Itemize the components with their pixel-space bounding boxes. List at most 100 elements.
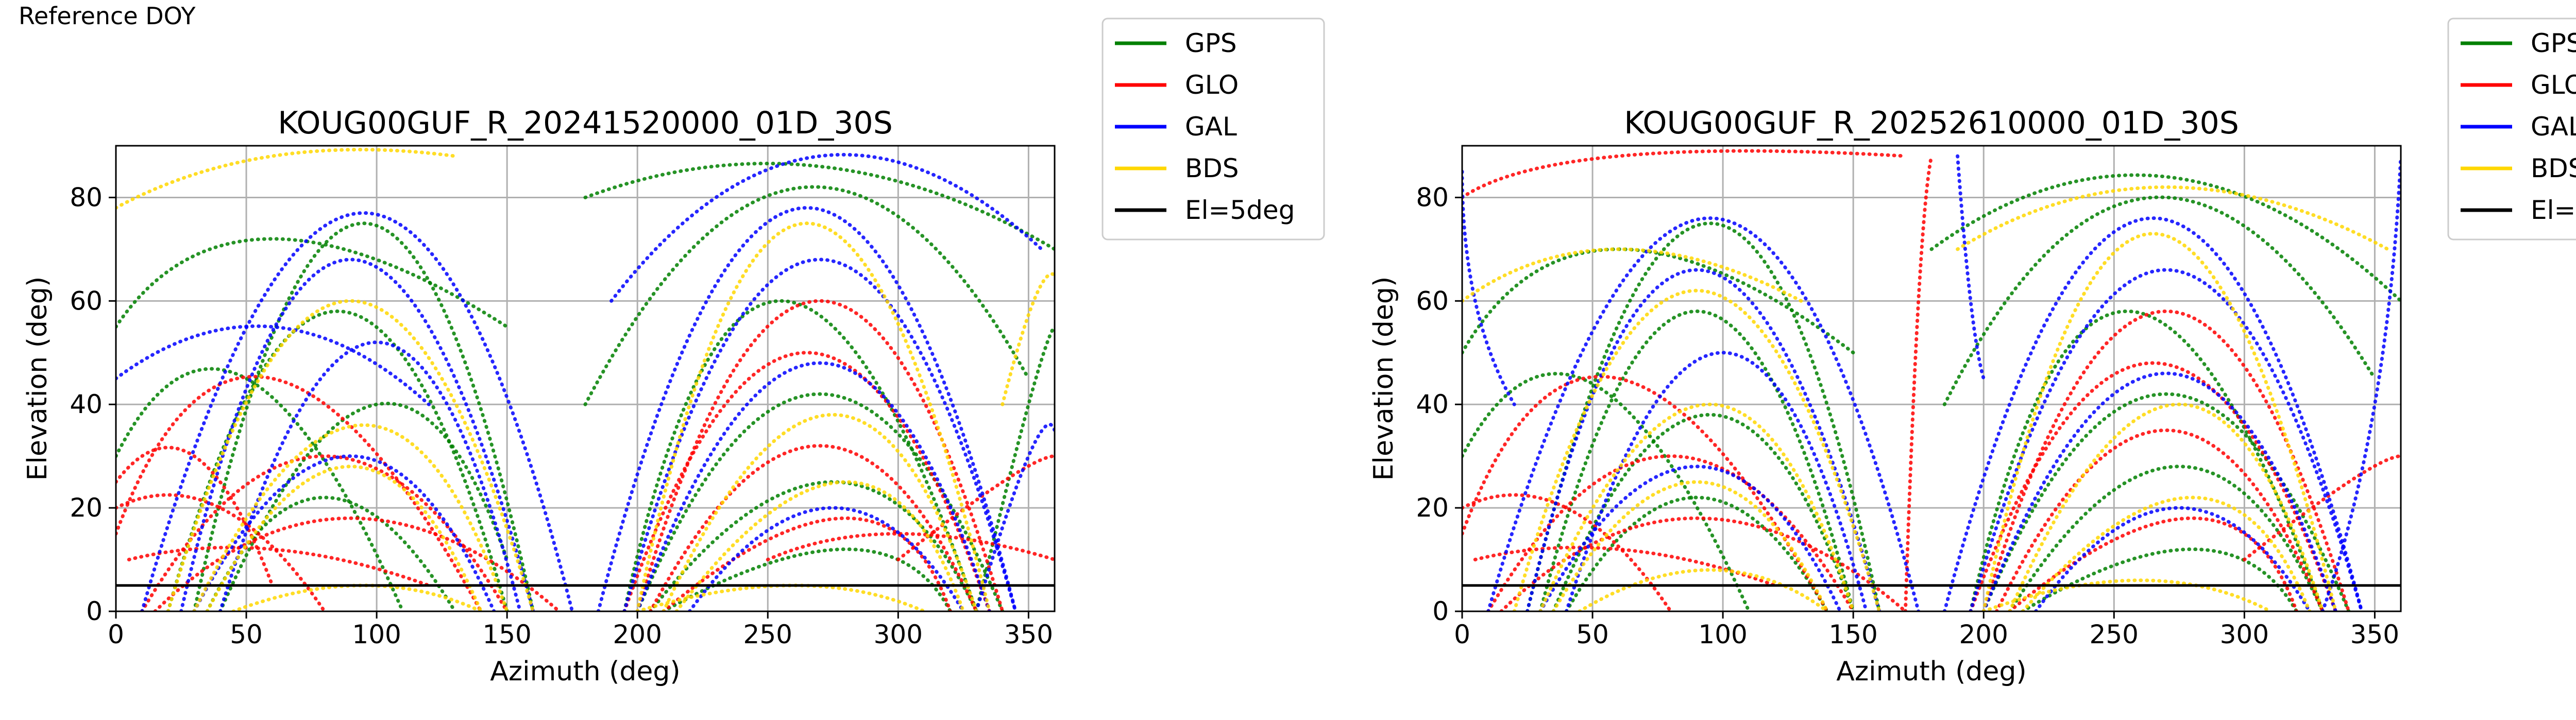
track-bds bbox=[674, 480, 965, 611]
x-tick-label: 150 bbox=[1828, 620, 1877, 649]
x-tick-label: 350 bbox=[1004, 620, 1053, 649]
legend-label: BDS bbox=[1185, 153, 1239, 183]
axes-frame bbox=[1461, 145, 2402, 612]
track-gps bbox=[1969, 309, 2325, 611]
x-tick-label: 300 bbox=[2220, 620, 2269, 649]
track-bds bbox=[662, 413, 978, 611]
y-axis-label: Elevation (deg) bbox=[22, 277, 53, 481]
track-gal bbox=[1462, 169, 1516, 406]
legend-label: GAL bbox=[1185, 112, 1237, 142]
track-gps bbox=[1462, 372, 1751, 611]
track-gal bbox=[218, 340, 522, 611]
track-gps bbox=[1929, 173, 2401, 303]
legend-box bbox=[2447, 18, 2576, 241]
track-gps bbox=[218, 402, 509, 611]
track-gps bbox=[974, 325, 1055, 611]
track-gal bbox=[635, 361, 991, 611]
y-axis-label: Elevation (deg) bbox=[1368, 277, 1399, 481]
x-tick-label: 200 bbox=[613, 620, 662, 649]
y-tick-label: 60 bbox=[70, 286, 103, 316]
x-tick-label: 250 bbox=[743, 620, 792, 649]
legend-label: El=5deg bbox=[1185, 195, 1295, 225]
track-gal bbox=[1981, 371, 2337, 611]
track-gps bbox=[205, 495, 457, 611]
track-glo bbox=[649, 444, 978, 611]
track-glo bbox=[1473, 545, 1777, 588]
track-glo bbox=[2008, 516, 2299, 611]
track-gal bbox=[687, 506, 965, 611]
track-glo bbox=[153, 516, 561, 611]
y-tick-label: 80 bbox=[1416, 182, 1449, 212]
track-glo bbox=[1462, 493, 1673, 611]
legend-box bbox=[1101, 18, 1325, 241]
track-gal bbox=[1538, 465, 1842, 611]
track-bds bbox=[231, 584, 483, 611]
track-glo bbox=[116, 493, 327, 611]
track-gps bbox=[116, 237, 509, 329]
x-tick-label: 250 bbox=[2090, 620, 2139, 649]
track-bds bbox=[1462, 247, 1803, 303]
track-gps bbox=[649, 480, 978, 611]
legend-label: El=5deg bbox=[2531, 195, 2576, 225]
track-bds bbox=[1981, 578, 2273, 611]
x-tick-label: 300 bbox=[874, 620, 923, 649]
x-tick-label: 0 bbox=[1454, 620, 1470, 649]
track-gal bbox=[1942, 216, 2364, 611]
track-gps bbox=[662, 547, 953, 611]
x-tick-label: 50 bbox=[1576, 620, 1609, 649]
track-glo bbox=[1499, 516, 1907, 611]
y-tick-label: 80 bbox=[70, 182, 103, 212]
track-gps bbox=[2008, 465, 2325, 611]
legend-label: GPS bbox=[2531, 28, 2576, 58]
track-bds bbox=[1551, 480, 1829, 611]
track-bds bbox=[192, 423, 509, 611]
chart-title: KOUG00GUF_R_20252610000_01D_30S bbox=[1624, 105, 2239, 141]
x-tick-label: 0 bbox=[108, 620, 124, 649]
track-glo bbox=[662, 516, 953, 611]
track-glo bbox=[1995, 428, 2325, 611]
chart-panel-left: 0 50 100 150 200 250 300 350 0 20 40 60 80 KOUG00GUF_… bbox=[22, 18, 1325, 687]
track-bds bbox=[205, 465, 483, 611]
legend-label: GAL bbox=[2531, 112, 2576, 142]
track-gps bbox=[192, 221, 535, 611]
y-tick-label: 0 bbox=[86, 596, 103, 626]
track-bds bbox=[2021, 495, 2312, 611]
track-gal bbox=[609, 152, 1044, 303]
track-gps bbox=[1981, 392, 2351, 611]
track-glo bbox=[1462, 149, 1907, 199]
track-gal bbox=[1486, 216, 1921, 611]
x-tick-label: 100 bbox=[352, 620, 401, 649]
legend-label: GLO bbox=[1185, 70, 1239, 100]
axes-frame bbox=[115, 145, 1056, 612]
track-glo bbox=[116, 445, 275, 588]
track-glo bbox=[1462, 374, 1829, 611]
track-glo bbox=[622, 351, 991, 611]
track-bds bbox=[1578, 568, 1829, 611]
track-gal bbox=[1956, 154, 1986, 381]
track-gps bbox=[1526, 221, 1882, 611]
track-gal bbox=[2033, 506, 2312, 611]
track-glo bbox=[1486, 454, 1855, 611]
x-tick-label: 100 bbox=[1698, 620, 1747, 649]
track-gps bbox=[1564, 495, 1829, 611]
track-gps bbox=[1942, 195, 2377, 406]
y-tick-label: 20 bbox=[1416, 493, 1449, 523]
x-axis-label: Azimuth (deg) bbox=[1836, 656, 2026, 687]
legend-label: GLO bbox=[2531, 70, 2576, 100]
track-bds bbox=[166, 299, 535, 611]
track-glo bbox=[766, 532, 1055, 562]
track-bds bbox=[1981, 232, 2337, 611]
track-gps bbox=[116, 367, 405, 611]
data-layer bbox=[1462, 149, 2401, 611]
track-gps bbox=[583, 162, 1055, 251]
y-tick-label: 20 bbox=[70, 493, 103, 523]
track-gal bbox=[116, 324, 431, 406]
track-gal bbox=[622, 258, 1018, 611]
track-gps bbox=[2021, 547, 2299, 611]
track-glo bbox=[2242, 454, 2401, 562]
track-glo bbox=[127, 545, 431, 588]
legend-label: GPS bbox=[1185, 28, 1237, 58]
legend-label: BDS bbox=[2531, 153, 2576, 183]
y-tick-label: 40 bbox=[70, 389, 103, 419]
